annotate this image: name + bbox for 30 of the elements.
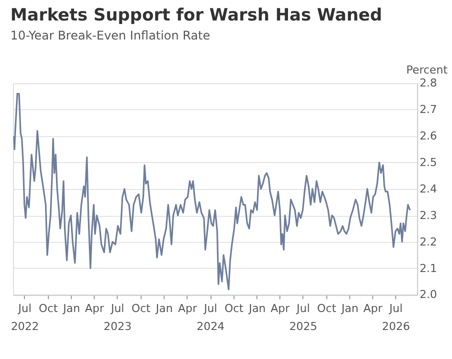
y-axis-title: Percent	[406, 64, 448, 77]
x-tick-label: Jul 2022	[10, 302, 39, 334]
x-tick-label: Jan	[248, 302, 266, 316]
x-tick-label: Jan	[340, 302, 359, 316]
x-tick-label: Oct	[131, 302, 152, 316]
y-tick-label: 2.3	[420, 208, 438, 222]
x-tick-label: Jul 2025	[289, 302, 318, 334]
x-tick-label: Jul 2024	[196, 302, 225, 334]
x-tick-label: Apr	[363, 302, 383, 316]
x-tick-label: Jan	[154, 302, 173, 316]
x-tick-label: Oct	[317, 302, 337, 316]
x-tick-label: Jan	[62, 302, 80, 316]
x-tick-label: Apr	[178, 302, 198, 316]
y-tick-label: 2.8	[420, 76, 438, 90]
line-series	[13, 92, 411, 290]
chart-subtitle: 10-Year Break-Even Inflation Rate	[10, 28, 210, 42]
y-tick-label: 2.1	[420, 262, 438, 275]
y-tick-label: 2.6	[420, 130, 438, 143]
x-tick-label: Apr	[270, 302, 290, 316]
x-tick-label: Apr	[85, 302, 104, 316]
x-tick-label: Jul 2023	[104, 302, 132, 334]
y-tick-label: 2.4	[420, 182, 438, 196]
x-tick-label: Oct	[38, 302, 58, 316]
y-tick-label: 2.2	[420, 235, 438, 248]
y-tick-label: 2.5	[420, 156, 438, 170]
x-tick-label: Jul 2026	[382, 302, 410, 334]
y-tick-label: 2.0	[420, 288, 438, 302]
y-tick-label: 2.7	[420, 103, 438, 116]
chart-title: Markets Support for Warsh Has Waned	[10, 4, 382, 24]
x-tick-label: Oct	[224, 302, 244, 316]
